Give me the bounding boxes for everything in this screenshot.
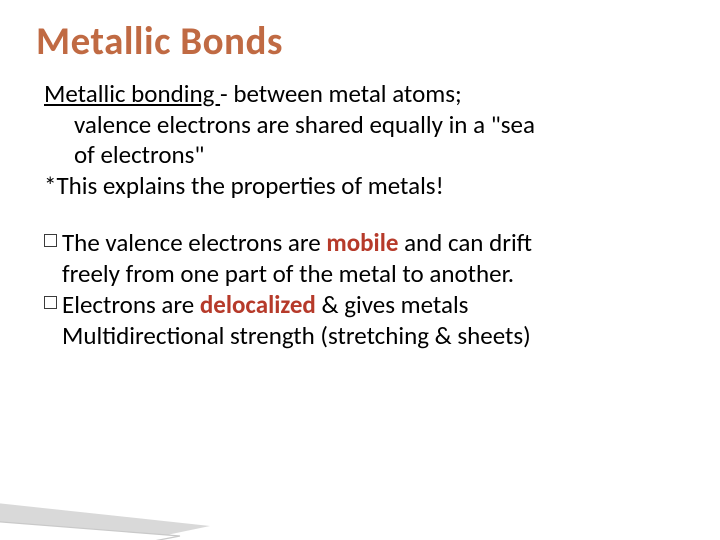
bullet-1-pre: The valence electrons are <box>62 227 326 258</box>
wedge-inner-shape <box>0 518 180 540</box>
bullet-text: The valence electrons are mobile and can… <box>62 227 676 289</box>
wedge-stroke <box>0 518 180 540</box>
wedge-outer-shape <box>0 498 210 540</box>
definition-line-3: of electrons" <box>44 140 676 171</box>
bullet-2-bold: delocalized <box>200 289 316 320</box>
bullet-text: Electrons are delocalized & gives metals… <box>62 289 676 351</box>
bullet-2-pre: Electrons are <box>62 289 200 320</box>
bullet-item: Electrons are delocalized & gives metals… <box>44 289 676 351</box>
definition-block: Metallic bonding - between metal atoms; … <box>44 79 676 201</box>
definition-term: Metallic bonding <box>44 78 220 109</box>
bullet-2-mid: & gives metals <box>316 289 469 320</box>
definition-line-1: Metallic bonding - between metal atoms; <box>44 79 676 110</box>
bullet-2-line2: Multidirectional strength (stretching & … <box>62 320 676 351</box>
bullet-1-bold: mobile <box>326 227 398 258</box>
definition-line-2: valence electrons are shared equally in … <box>44 110 676 141</box>
square-bullet-icon <box>44 234 57 247</box>
bullet-item: The valence electrons are mobile and can… <box>44 227 676 289</box>
definition-rest1: - between metal atoms; <box>220 78 462 109</box>
bullet-1-line2: freely from one part of the metal to ano… <box>62 258 676 289</box>
definition-line-4: *This explains the properties of metals! <box>44 171 676 202</box>
decorative-wedge <box>0 440 220 540</box>
square-bullet-icon <box>44 296 57 309</box>
bullet-1-mid: and can drift <box>398 227 532 258</box>
slide-title: Metallic Bonds <box>36 18 684 65</box>
body-region: Metallic bonding - between metal atoms; … <box>36 65 684 351</box>
bullet-list: The valence electrons are mobile and can… <box>44 227 676 351</box>
